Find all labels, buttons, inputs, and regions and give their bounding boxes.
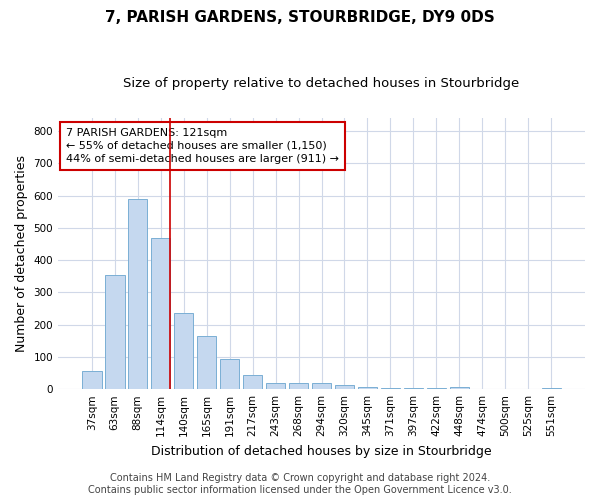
Bar bbox=[174, 312, 193, 389]
Text: 7, PARISH GARDENS, STOURBRIDGE, DY9 0DS: 7, PARISH GARDENS, STOURBRIDGE, DY9 0DS bbox=[105, 10, 495, 25]
Bar bbox=[518, 388, 538, 389]
X-axis label: Distribution of detached houses by size in Stourbridge: Distribution of detached houses by size … bbox=[151, 444, 492, 458]
Bar bbox=[404, 388, 423, 389]
Bar bbox=[266, 382, 286, 389]
Y-axis label: Number of detached properties: Number of detached properties bbox=[15, 155, 28, 352]
Text: Contains HM Land Registry data © Crown copyright and database right 2024.
Contai: Contains HM Land Registry data © Crown c… bbox=[88, 474, 512, 495]
Title: Size of property relative to detached houses in Stourbridge: Size of property relative to detached ho… bbox=[124, 78, 520, 90]
Bar bbox=[358, 387, 377, 389]
Bar bbox=[105, 274, 125, 389]
Bar bbox=[473, 388, 492, 389]
Bar bbox=[335, 384, 354, 389]
Bar bbox=[542, 388, 561, 389]
Bar bbox=[449, 386, 469, 389]
Bar bbox=[496, 388, 515, 389]
Bar bbox=[151, 238, 170, 389]
Bar bbox=[128, 200, 148, 389]
Bar bbox=[197, 336, 217, 389]
Text: 7 PARISH GARDENS: 121sqm
← 55% of detached houses are smaller (1,150)
44% of sem: 7 PARISH GARDENS: 121sqm ← 55% of detach… bbox=[66, 128, 339, 164]
Bar bbox=[243, 375, 262, 389]
Bar bbox=[312, 383, 331, 389]
Bar bbox=[380, 388, 400, 389]
Bar bbox=[82, 372, 101, 389]
Bar bbox=[220, 358, 239, 389]
Bar bbox=[427, 388, 446, 389]
Bar bbox=[289, 383, 308, 389]
